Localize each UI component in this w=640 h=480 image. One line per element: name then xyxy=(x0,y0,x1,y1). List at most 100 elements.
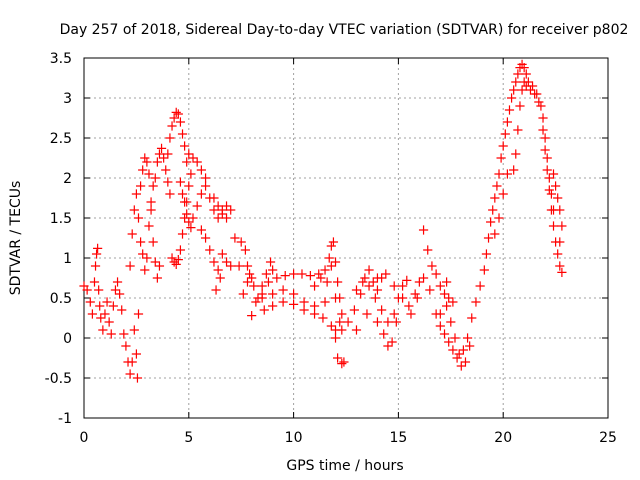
data-point xyxy=(278,285,288,295)
data-point xyxy=(494,169,504,179)
data-point xyxy=(546,189,557,199)
data-point xyxy=(217,209,227,219)
data-point xyxy=(389,309,399,319)
data-point xyxy=(435,321,445,331)
data-point xyxy=(517,85,527,95)
data-point xyxy=(177,229,188,239)
data-point xyxy=(483,233,494,243)
y-tick-label: 3.5 xyxy=(50,51,72,67)
data-point xyxy=(402,275,412,285)
data-point xyxy=(132,373,143,383)
data-point xyxy=(138,249,148,259)
data-point xyxy=(154,261,165,271)
data-point xyxy=(268,265,278,275)
y-tick-label: 0.5 xyxy=(50,291,72,307)
data-point xyxy=(200,181,211,191)
data-point xyxy=(217,249,227,259)
data-point xyxy=(557,221,567,231)
data-point xyxy=(330,333,341,343)
x-tick-label: 20 xyxy=(494,430,512,446)
data-point xyxy=(314,269,324,279)
x-tick-label: 25 xyxy=(599,430,617,446)
data-point xyxy=(548,169,559,179)
data-point xyxy=(439,329,450,339)
data-point xyxy=(133,213,144,223)
data-point xyxy=(335,293,345,303)
data-point xyxy=(372,317,383,327)
data-point xyxy=(343,317,353,327)
data-point xyxy=(509,85,519,95)
data-point xyxy=(144,221,154,231)
data-point xyxy=(135,181,146,191)
data-point xyxy=(356,289,366,299)
data-point xyxy=(209,205,219,215)
data-point xyxy=(534,97,544,107)
data-point xyxy=(525,85,536,95)
data-point xyxy=(439,289,450,299)
data-point xyxy=(431,309,441,319)
data-point xyxy=(156,143,167,153)
data-point xyxy=(316,273,326,283)
data-point xyxy=(362,309,372,319)
data-point xyxy=(242,261,253,271)
data-point xyxy=(326,321,336,331)
data-point xyxy=(140,265,150,275)
data-point xyxy=(90,261,101,271)
data-point xyxy=(521,69,531,79)
data-point xyxy=(324,253,334,263)
data-point xyxy=(108,301,118,311)
data-point xyxy=(85,297,95,307)
data-point xyxy=(278,297,288,307)
data-point xyxy=(500,129,510,139)
data-point xyxy=(542,165,552,175)
x-tick-label: 10 xyxy=(285,430,303,446)
data-point xyxy=(320,297,330,307)
data-point xyxy=(540,133,550,143)
data-point xyxy=(247,311,257,321)
data-point xyxy=(127,229,137,239)
data-point xyxy=(305,271,315,281)
data-point xyxy=(406,309,416,319)
data-point xyxy=(540,145,550,155)
data-point xyxy=(129,325,139,335)
data-point xyxy=(265,257,276,267)
data-point xyxy=(555,261,565,271)
y-tick-label: 2.5 xyxy=(50,131,72,147)
data-point xyxy=(213,213,223,223)
data-point xyxy=(467,313,477,323)
y-tick-labels: -1 -0.5 0 0.5 1 1.5 2 2.5 3 3.5 xyxy=(45,51,72,427)
x-tick-label: 5 xyxy=(184,430,193,446)
data-point xyxy=(458,345,468,355)
data-point xyxy=(82,285,92,295)
data-point xyxy=(180,197,190,207)
data-point xyxy=(320,265,330,275)
data-point xyxy=(372,273,383,283)
data-point xyxy=(410,289,420,299)
data-point xyxy=(360,273,370,283)
data-point xyxy=(263,277,274,287)
data-point xyxy=(289,299,299,309)
data-point xyxy=(98,325,108,335)
data-point xyxy=(209,257,219,267)
data-point xyxy=(127,357,137,367)
data-point xyxy=(289,289,299,299)
data-point xyxy=(553,193,563,203)
data-point xyxy=(442,277,452,287)
data-point xyxy=(96,313,106,323)
data-point xyxy=(370,293,380,303)
data-point xyxy=(555,205,565,215)
data-point xyxy=(221,201,232,211)
data-point xyxy=(383,341,393,351)
x-tick-label: 15 xyxy=(389,430,407,446)
data-point xyxy=(444,337,454,347)
chart-title: Day 257 of 2018, Sidereal Day-to-day VTE… xyxy=(60,22,629,38)
data-point xyxy=(186,223,196,233)
data-point xyxy=(249,281,259,291)
data-point xyxy=(364,281,374,291)
data-point xyxy=(200,233,211,243)
data-point xyxy=(509,165,519,175)
data-point xyxy=(515,101,525,111)
data-point xyxy=(184,149,194,159)
data-point xyxy=(257,293,267,303)
